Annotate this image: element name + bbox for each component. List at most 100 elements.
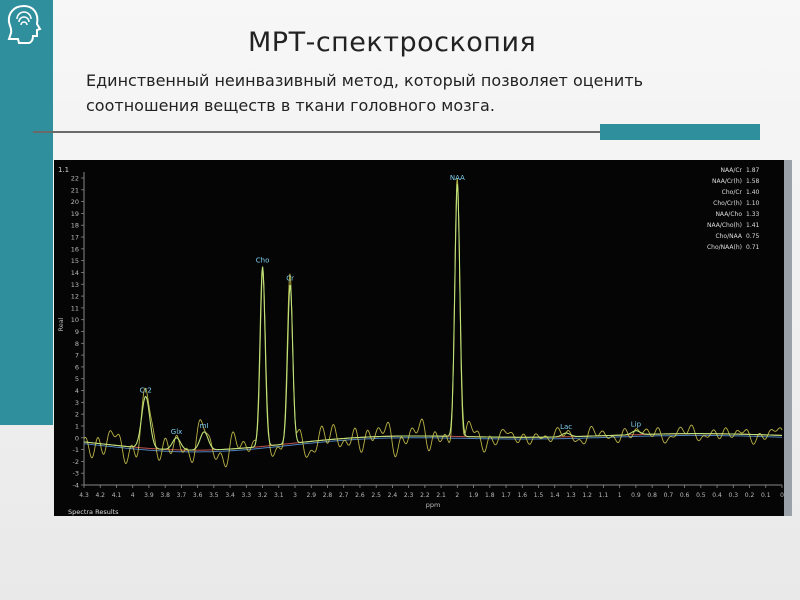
x-tick-label: 2.1 [436, 492, 446, 499]
y-tick-label: 13 [71, 281, 79, 289]
x-tick-label: 1.1 [599, 492, 609, 499]
ratio-value: 1.10 [746, 200, 760, 207]
y-tick-label: 10 [71, 316, 79, 324]
x-tick-label: 1.4 [550, 492, 560, 499]
y-tick-label: 4 [75, 387, 79, 395]
x-tick-label: 3.9 [144, 492, 154, 499]
x-tick-label: 1 [618, 492, 622, 499]
y-tick-label: -1 [73, 446, 79, 454]
x-tick-label: 2.4 [388, 492, 398, 499]
x-tick-label: 0.9 [631, 492, 641, 499]
peak-label: Lip [631, 421, 642, 429]
ratio-value: 0.71 [746, 244, 760, 251]
x-tick-label: 3.3 [242, 492, 252, 499]
ratio-name: NAA/Cho [715, 211, 742, 218]
slide-title: МРТ-спектроскопия [248, 27, 537, 58]
mr-spectrum-panel: 1.1 22 21 20 19 18 17 16 15 14 13 12 11 10 9 8 7 6 5 4 3 2 1 0-… [54, 160, 792, 516]
ratio-value: 0.75 [746, 233, 760, 240]
ratio-name: NAA/Cr [720, 167, 742, 174]
x-tick-label: 1.6 [518, 492, 528, 499]
y-tick-label: 14 [71, 269, 79, 277]
peak-label: mI [200, 422, 209, 430]
x-tick-label: 2.8 [323, 492, 333, 499]
x-tick-label: 0.1 [761, 492, 771, 499]
x-tick-label: 2.5 [371, 492, 381, 499]
y-tick-label: 0 [75, 434, 79, 442]
x-tick-label: 0.7 [664, 492, 674, 499]
accent-block [600, 124, 760, 140]
spectrum-plot: 1.1222120191817161514131211109876543210-… [57, 166, 784, 516]
y-tick-label: 7 [75, 352, 79, 360]
x-tick-label: 3.8 [160, 492, 170, 499]
ratio-name: NAA/Cr(h) [712, 178, 742, 185]
ratio-name: Cho/NAA(h) [707, 244, 742, 251]
x-tick-label: 4.1 [112, 492, 122, 499]
y-tick-label: 21 [71, 186, 79, 194]
ratio-name: Cho/NAA [715, 233, 742, 240]
x-tick-label: 4.2 [95, 492, 105, 499]
x-tick-label: 0.4 [712, 492, 722, 499]
x-tick-label: 3.2 [258, 492, 268, 499]
y-tick-label: 22 [71, 175, 79, 183]
x-tick-label: 4 [131, 492, 135, 499]
head-logo-icon [0, 0, 48, 48]
divider-line [33, 131, 603, 133]
y-axis-label: Real [57, 317, 65, 331]
x-tick-label: 0.2 [745, 492, 755, 499]
x-tick-label: 4.3 [79, 492, 89, 499]
x-tick-label: 2.9 [306, 492, 316, 499]
x-tick-label: 2 [455, 492, 459, 499]
x-tick-label: 2.3 [404, 492, 414, 499]
x-axis-label: ppm [426, 501, 441, 509]
x-tick-label: 3 [293, 492, 297, 499]
x-tick-label: 3.6 [193, 492, 203, 499]
ratio-value: 1.87 [746, 167, 760, 174]
ratio-value: 1.40 [746, 189, 760, 196]
y-tick-label: 9 [75, 328, 79, 336]
x-tick-label: 0.8 [647, 492, 657, 499]
x-tick-label: 1.5 [534, 492, 544, 499]
ratio-value: 1.58 [746, 178, 760, 185]
ratio-name: Cho/Cr [722, 189, 743, 196]
x-tick-label: 0.5 [696, 492, 706, 499]
x-tick-label: 0.6 [680, 492, 690, 499]
peak-label: Glx [171, 428, 183, 436]
y-tick-label: -3 [73, 470, 79, 478]
peak-label: Cr [286, 274, 294, 282]
x-tick-label: 3.4 [225, 492, 235, 499]
x-tick-label: 1.7 [501, 492, 511, 499]
y-tick-label: 18 [71, 222, 79, 230]
footer-label: Spectra Results [68, 508, 119, 516]
y-tick-label: 20 [71, 198, 79, 206]
y-tick-label: 2 [75, 411, 79, 419]
y-tick-label: 12 [71, 293, 79, 301]
x-tick-label: 3.7 [177, 492, 187, 499]
y-tick-label: -2 [73, 458, 79, 466]
y-tick-label: 6 [75, 363, 79, 371]
x-tick-label: 0.3 [729, 492, 739, 499]
panel-scrollbar[interactable] [784, 160, 792, 516]
y-tick-label: 8 [75, 340, 79, 348]
ratio-name: NAA/Cho(h) [707, 222, 742, 229]
y-tick-label: 3 [75, 399, 79, 407]
peak-label: Lac [560, 423, 572, 431]
y-tick-label: 16 [71, 245, 79, 253]
y-tick-label: 15 [71, 257, 79, 265]
left-accent-bar [0, 0, 53, 425]
y-tick-label: -4 [73, 482, 79, 490]
ratio-value: 1.33 [746, 211, 760, 218]
x-tick-label: 1.9 [469, 492, 479, 499]
peak-label: NAA [450, 174, 465, 182]
x-tick-label: 1.8 [485, 492, 495, 499]
x-tick-label: 2.6 [355, 492, 365, 499]
raw-signal-line [83, 177, 783, 468]
peak-label: Cr2 [140, 386, 152, 394]
ratio-name: Cho/Cr(h) [713, 200, 742, 207]
peak-label: Cho [256, 257, 270, 265]
y-tick-label: 17 [71, 234, 79, 242]
y-tick-label: 19 [71, 210, 79, 218]
x-tick-label: 3.5 [209, 492, 219, 499]
x-tick-label: 1.3 [566, 492, 576, 499]
ratio-value: 1.41 [746, 222, 760, 229]
corner-label: 1.1 [58, 166, 69, 174]
